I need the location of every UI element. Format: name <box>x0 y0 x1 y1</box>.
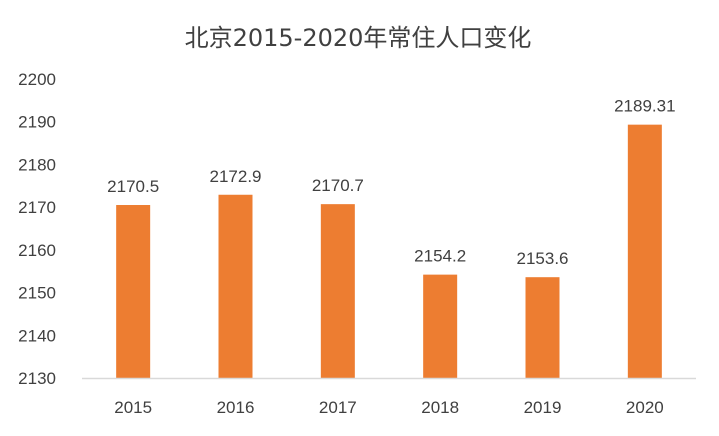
y-axis: 2130 2140 2150 2160 2170 2180 2190 2200 <box>18 70 56 388</box>
x-tick-label-2020: 2020 <box>626 398 664 417</box>
bar-2020 <box>627 124 662 379</box>
x-tick-label-2018: 2018 <box>421 398 459 417</box>
y-tick-label: 2150 <box>18 284 56 303</box>
data-label-2016: 2172.9 <box>210 167 262 186</box>
bars <box>116 124 662 379</box>
y-tick-label: 2180 <box>18 155 56 174</box>
bar-2016 <box>218 194 253 378</box>
data-label-2018: 2154.2 <box>414 247 466 266</box>
data-label-2020: 2189.31 <box>614 97 675 116</box>
y-tick-label: 2140 <box>18 326 56 345</box>
y-tick-label: 2170 <box>18 198 56 217</box>
y-tick-label: 2160 <box>18 241 56 260</box>
chart-title: 北京2015-2020年常住人口变化 <box>185 24 532 52</box>
y-tick-label: 2200 <box>18 70 56 89</box>
bar-2018 <box>423 274 458 378</box>
x-tick-label-2016: 2016 <box>217 398 255 417</box>
x-axis: 2015 2016 2017 2018 2019 2020 <box>114 398 663 417</box>
y-tick-label: 2190 <box>18 113 56 132</box>
bar-2019 <box>525 277 560 378</box>
bar-2017 <box>320 204 355 378</box>
x-tick-label-2015: 2015 <box>114 398 152 417</box>
data-label-2019: 2153.6 <box>517 249 569 268</box>
data-label-2015: 2170.5 <box>107 177 159 196</box>
y-tick-label: 2130 <box>18 369 56 388</box>
data-labels: 2170.5 2172.9 2170.7 2154.2 2153.6 2189.31 <box>107 97 675 269</box>
x-tick-label-2017: 2017 <box>319 398 357 417</box>
bar-2015 <box>116 205 151 378</box>
data-label-2017: 2170.7 <box>312 176 364 195</box>
x-tick-label-2019: 2019 <box>524 398 562 417</box>
